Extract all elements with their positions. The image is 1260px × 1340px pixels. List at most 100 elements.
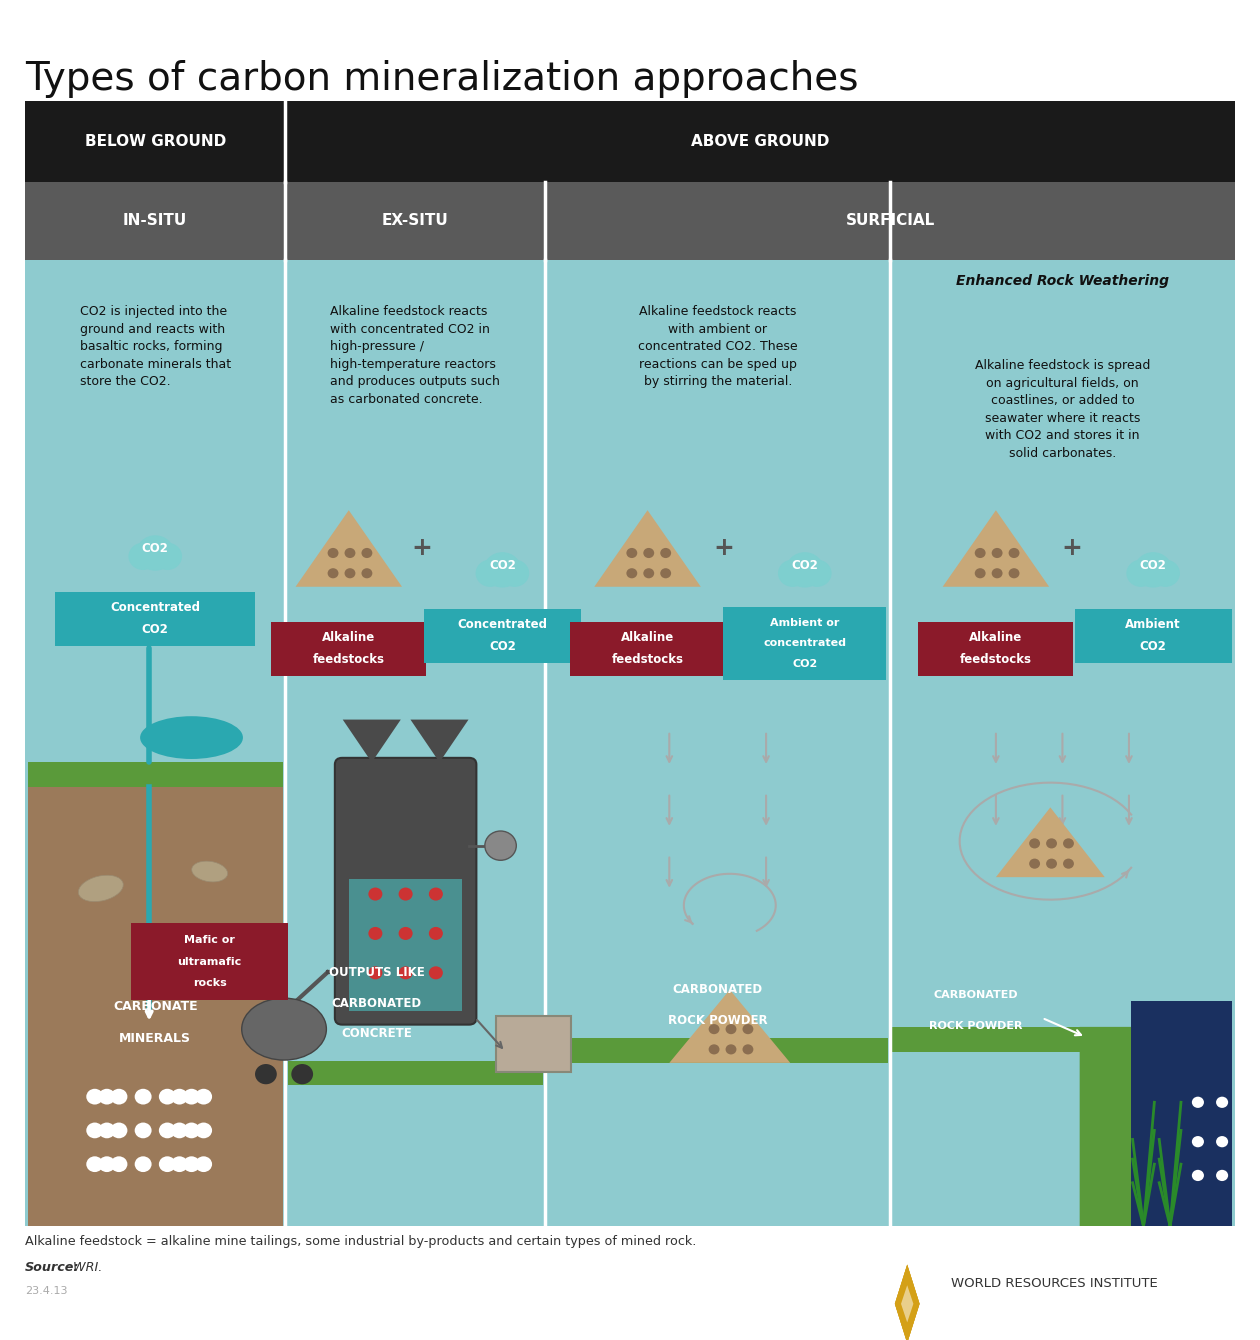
Bar <box>1075 608 1232 662</box>
Polygon shape <box>901 1285 914 1323</box>
Circle shape <box>111 1123 127 1138</box>
Circle shape <box>398 927 412 939</box>
Circle shape <box>111 1089 127 1104</box>
Circle shape <box>708 1044 719 1055</box>
Circle shape <box>1259 1170 1260 1181</box>
Polygon shape <box>343 720 401 762</box>
Text: CARBONATED: CARBONATED <box>673 984 762 996</box>
Text: concentrated: concentrated <box>764 638 847 649</box>
Circle shape <box>183 1089 200 1104</box>
Circle shape <box>98 1089 116 1104</box>
Circle shape <box>86 1156 103 1172</box>
Circle shape <box>328 568 339 579</box>
Circle shape <box>1063 859 1074 868</box>
Text: BELOW GROUND: BELOW GROUND <box>84 134 226 149</box>
Bar <box>723 607 887 679</box>
Circle shape <box>726 1044 736 1055</box>
Ellipse shape <box>242 998 326 1060</box>
Circle shape <box>1135 553 1172 587</box>
Text: feedstocks: feedstocks <box>312 653 384 666</box>
Text: Concentrated: Concentrated <box>457 618 547 631</box>
Circle shape <box>1152 560 1179 586</box>
Text: CARBONATED: CARBONATED <box>934 990 1018 1001</box>
Text: CO2: CO2 <box>489 559 515 572</box>
Circle shape <box>992 568 1003 579</box>
Text: CARBONATED: CARBONATED <box>331 997 422 1010</box>
Bar <box>131 923 289 1000</box>
Circle shape <box>1063 839 1074 848</box>
Circle shape <box>1008 548 1019 557</box>
Text: OUTPUTS LIKE: OUTPUTS LIKE <box>329 966 425 980</box>
Circle shape <box>86 1123 103 1138</box>
Circle shape <box>779 560 806 586</box>
Circle shape <box>1126 560 1155 586</box>
Circle shape <box>1216 1136 1228 1147</box>
Circle shape <box>328 548 339 557</box>
Circle shape <box>129 544 158 570</box>
Circle shape <box>1046 839 1057 848</box>
FancyBboxPatch shape <box>495 1016 571 1072</box>
Circle shape <box>742 1024 753 1034</box>
Text: MINERALS: MINERALS <box>120 1032 192 1045</box>
Text: Ambient or: Ambient or <box>770 618 839 628</box>
Bar <box>271 622 426 675</box>
Circle shape <box>660 548 672 557</box>
Text: Enhanced Rock Weathering: Enhanced Rock Weathering <box>956 273 1169 288</box>
Text: EX-SITU: EX-SITU <box>382 213 449 228</box>
Bar <box>25 181 285 260</box>
Text: Alkaline: Alkaline <box>969 631 1023 645</box>
Bar <box>25 260 285 1226</box>
Bar <box>1130 570 1176 583</box>
Circle shape <box>135 1089 151 1104</box>
Polygon shape <box>1080 1026 1144 1226</box>
Bar <box>782 570 828 583</box>
Text: CO2: CO2 <box>142 541 169 555</box>
Bar <box>919 622 1074 675</box>
Text: Alkaline feedstock reacts
with ambient or
concentrated CO2. These
reactions can : Alkaline feedstock reacts with ambient o… <box>638 306 798 389</box>
Text: Alkaline feedstock reacts
with concentrated CO2 in
high-pressure /
high-temperat: Alkaline feedstock reacts with concentra… <box>330 306 500 406</box>
Polygon shape <box>669 990 790 1063</box>
Circle shape <box>428 966 442 980</box>
Polygon shape <box>895 1265 920 1340</box>
Text: 23.4.13: 23.4.13 <box>25 1286 68 1296</box>
Polygon shape <box>895 1265 920 1340</box>
Bar <box>423 608 581 662</box>
Text: CONCRETE: CONCRETE <box>341 1028 412 1040</box>
Circle shape <box>368 966 382 980</box>
Circle shape <box>742 1044 753 1055</box>
Circle shape <box>86 1089 103 1104</box>
Text: ROCK POWDER: ROCK POWDER <box>668 1013 767 1026</box>
Bar <box>285 260 546 1226</box>
Text: CO2: CO2 <box>142 623 169 636</box>
Circle shape <box>368 927 382 939</box>
Bar <box>548 1038 887 1063</box>
Text: Ambient: Ambient <box>1125 618 1181 631</box>
Circle shape <box>1216 1170 1228 1181</box>
Bar <box>349 879 462 1012</box>
Circle shape <box>344 568 355 579</box>
Circle shape <box>1029 859 1039 868</box>
Text: +: + <box>713 536 735 560</box>
Ellipse shape <box>192 862 228 882</box>
Bar <box>28 762 282 787</box>
Circle shape <box>98 1123 116 1138</box>
Circle shape <box>484 553 520 587</box>
Circle shape <box>368 887 382 900</box>
Text: ultramafic: ultramafic <box>178 957 242 966</box>
Circle shape <box>1240 1170 1252 1181</box>
Text: +: + <box>411 536 432 560</box>
Circle shape <box>626 568 638 579</box>
Circle shape <box>975 568 985 579</box>
Polygon shape <box>942 511 1050 587</box>
Bar <box>285 100 1235 181</box>
Circle shape <box>154 544 181 570</box>
Text: Source:: Source: <box>25 1261 79 1274</box>
Circle shape <box>626 548 638 557</box>
Circle shape <box>159 1123 176 1138</box>
Circle shape <box>786 553 823 587</box>
Circle shape <box>1259 1136 1260 1147</box>
Circle shape <box>135 1156 151 1172</box>
Text: WORLD RESOURCES INSTITUTE: WORLD RESOURCES INSTITUTE <box>951 1277 1158 1290</box>
Circle shape <box>708 1024 719 1034</box>
Bar <box>546 260 890 1226</box>
